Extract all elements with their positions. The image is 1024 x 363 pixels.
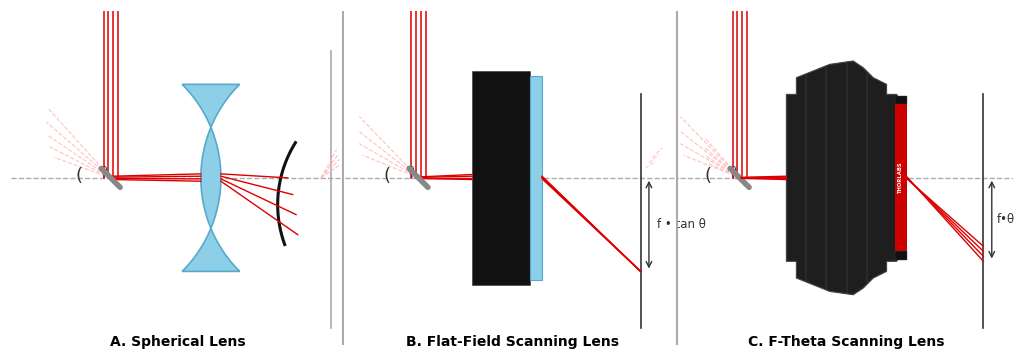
Text: f • tan θ: f • tan θ xyxy=(657,218,707,231)
Text: THORLABS: THORLABS xyxy=(898,162,903,194)
Text: θ: θ xyxy=(408,166,415,176)
Polygon shape xyxy=(786,61,903,295)
Bar xyxy=(895,251,906,260)
Text: f•θ: f•θ xyxy=(996,213,1015,226)
Text: A. Spherical Lens: A. Spherical Lens xyxy=(110,335,246,349)
Text: (: ( xyxy=(76,167,83,185)
Bar xyxy=(530,76,542,280)
Text: θ: θ xyxy=(100,166,106,176)
Text: (: ( xyxy=(705,167,712,185)
Bar xyxy=(895,96,906,105)
Bar xyxy=(895,105,906,251)
Text: B. Flat-Field Scanning Lens: B. Flat-Field Scanning Lens xyxy=(406,335,618,349)
Text: θ: θ xyxy=(729,166,735,176)
Text: C. F-Theta Scanning Lens: C. F-Theta Scanning Lens xyxy=(749,335,945,349)
Text: (: ( xyxy=(383,167,390,185)
Bar xyxy=(472,71,530,285)
Polygon shape xyxy=(182,84,240,272)
